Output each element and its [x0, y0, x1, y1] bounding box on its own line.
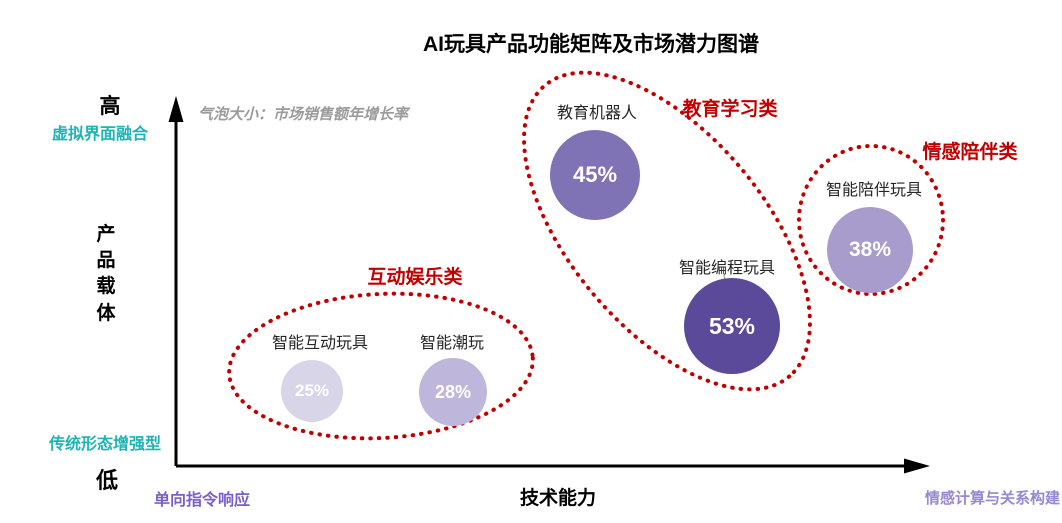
y-axis-low-desc: 传统形态增强型 — [48, 436, 162, 453]
x-axis-max-label: 情感计算与关系构建 — [924, 490, 1060, 507]
bubble-smart-trendy-toy: 28% — [419, 358, 487, 426]
chart-title: AI玩具产品功能矩阵及市场潜力图谱 — [423, 33, 759, 56]
bubble-label-smart-interactive-toy: 智能互动玩具 — [271, 335, 369, 352]
group-ellipse-interactive-entertainment — [227, 291, 535, 441]
bubble-education-robot: 45% — [550, 130, 640, 220]
bubble-smart-companion-toy: 38% — [827, 207, 913, 293]
y-axis-low-label: 低 — [95, 468, 119, 493]
x-axis-title: 技术能力 — [519, 488, 597, 509]
bubble-smart-coding-toy: 53% — [684, 278, 780, 374]
bubble-smart-interactive-toy: 25% — [281, 360, 343, 422]
bubble-label-smart-companion-toy: 智能陪伴玩具 — [825, 182, 923, 199]
y-axis-high-label: 高 — [99, 95, 121, 118]
bubble-value: 53% — [708, 312, 756, 339]
x-axis-min-label: 单向指令响应 — [153, 492, 251, 509]
y-axis-high-desc: 虚拟界面融合 — [51, 126, 149, 143]
bubble-value: 28% — [434, 381, 472, 402]
group-ellipse-emotional-companionship — [797, 144, 945, 296]
bubble-value: 25% — [294, 381, 330, 400]
bubble-label-smart-coding-toy: 智能编程玩具 — [678, 260, 776, 277]
bubble-value: 45% — [572, 162, 618, 187]
y-axis-arrow-icon — [168, 96, 184, 122]
bubble-label-smart-trendy-toy: 智能潮玩 — [419, 335, 485, 352]
group-label-education-learning: 教育学习类 — [682, 99, 778, 120]
x-axis-arrow-icon — [904, 458, 930, 474]
bubble-value: 38% — [848, 238, 892, 261]
bubble-label-education-robot: 教育机器人 — [556, 105, 638, 122]
group-label-emotional-companionship: 情感陪伴类 — [922, 142, 1018, 163]
y-axis-title: 产品载体 — [96, 224, 116, 324]
group-ellipse-education-learning — [522, 70, 812, 392]
group-label-interactive-entertainment: 互动娱乐类 — [367, 267, 463, 288]
bubble-size-note: 气泡大小：市场销售额年增长率 — [198, 106, 409, 123]
